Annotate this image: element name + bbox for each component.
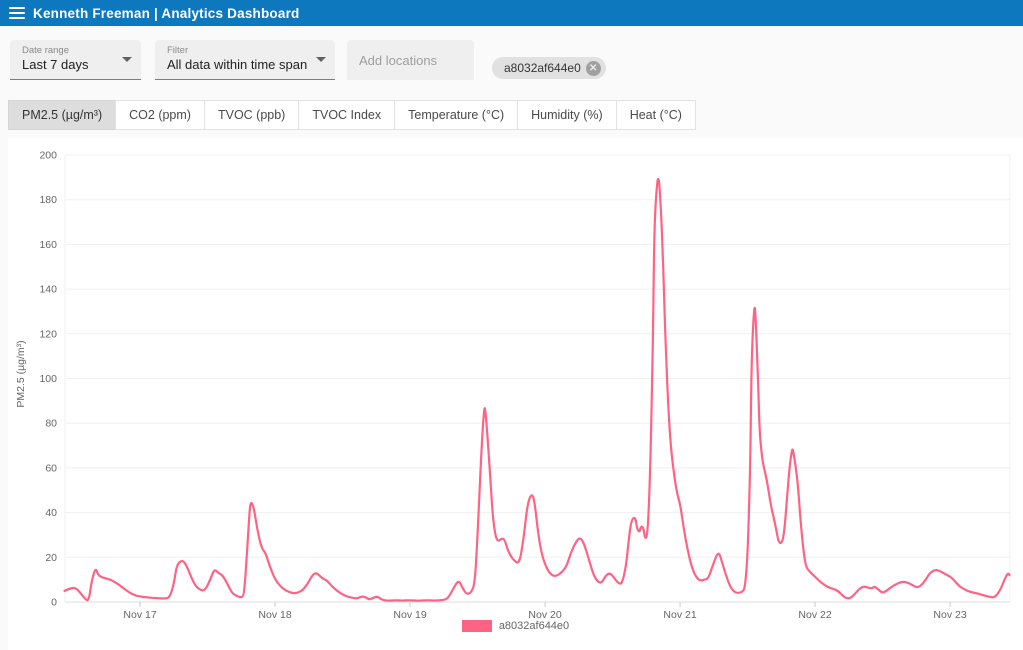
date-range-select[interactable]: Date range Last 7 days [10,40,141,80]
x-tick-label: Nov 23 [933,609,966,620]
tab-tvoc-ppb[interactable]: TVOC (ppb) [203,100,300,130]
y-tick-label: 120 [39,328,57,340]
x-tick-label: Nov 20 [528,609,561,620]
tab-temperature-c[interactable]: Temperature (°C) [394,100,519,130]
tab-co2-ppm[interactable]: CO2 (ppm) [115,100,205,130]
tab-heat-c[interactable]: Heat (°C) [615,100,696,130]
y-tick-label: 200 [39,150,57,162]
location-chip-label: a8032af644e0 [504,61,581,75]
y-tick-label: 160 [39,239,57,251]
filter-bar: Date range Last 7 days Filter All data w… [10,40,606,80]
tab-humidity[interactable]: Humidity (%) [517,100,617,130]
metric-tabs: PM2.5 (µg/m³) CO2 (ppm) TVOC (ppb) TVOC Ind… [8,100,696,130]
line-chart: 0 20 40 60 80 100 120 140 160 180 200 Nov 17 Nov 18 N… [39,150,1011,621]
tab-pm2-5-g-m[interactable]: PM2.5 (µg/m³) [8,100,117,130]
hamburger-menu-icon[interactable] [9,7,25,19]
chart-card: PM2.5 (µg/m³) 0 20 40 60 80 100 120 140 160 180 20… [8,138,1023,650]
page-title: Kenneth Freeman | Analytics Dashboard [33,5,300,21]
x-tick-label: Nov 18 [258,609,291,620]
filter-label: Filter [167,45,189,56]
x-tick-label: Nov 17 [123,609,156,620]
y-tick-label: 100 [39,373,57,385]
legend-swatch [461,620,492,632]
y-tick-label: 0 [51,597,57,609]
x-tick-label: Nov 19 [393,609,426,620]
tab-tvoc-index[interactable]: TVOC Index [298,100,396,130]
date-range-label: Date range [22,45,70,56]
y-axis-title: PM2.5 (µg/m³) [15,340,27,408]
series-line-a8032af644e0 [63,177,1011,602]
app-header: Kenneth Freeman | Analytics Dashboard [0,0,1023,26]
x-tick-label: Nov 22 [798,609,831,620]
y-tick-label: 20 [45,552,57,564]
y-tick-label: 40 [45,507,57,519]
y-tick-label: 140 [39,284,57,296]
add-locations-input[interactable] [347,40,474,80]
filter-value: All data within time span [167,57,308,72]
chart-legend[interactable]: a8032af644e0 [8,620,1023,632]
chevron-down-icon [122,57,132,62]
y-tick-label: 180 [39,194,57,206]
chevron-down-icon [316,57,326,62]
y-tick-label: 60 [45,462,57,474]
x-tick-label: Nov 21 [663,609,696,620]
date-range-value: Last 7 days [22,57,89,72]
legend-label: a8032af644e0 [498,620,570,632]
filter-select[interactable]: Filter All data within time span [155,40,335,80]
y-tick-label: 80 [45,418,57,430]
chip-close-icon[interactable]: ✕ [585,60,601,76]
location-chip[interactable]: a8032af644e0 ✕ [492,57,606,79]
